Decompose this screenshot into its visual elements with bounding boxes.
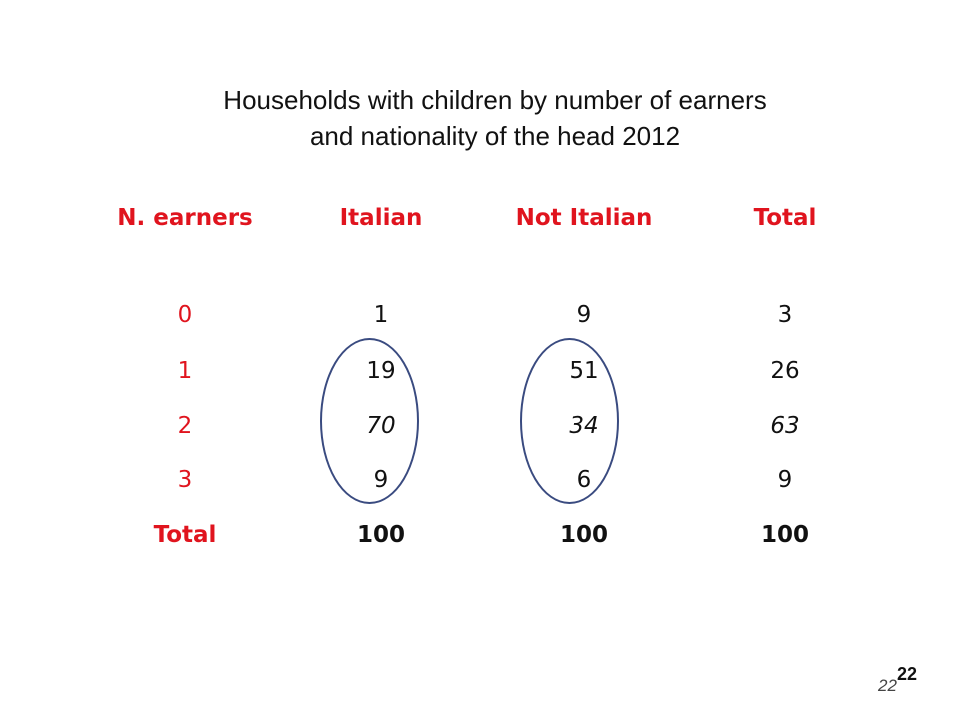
slide-number-shadow: 22 — [878, 676, 897, 695]
row-total-label: Total — [153, 522, 217, 548]
row-0-earners: 0 — [177, 302, 193, 328]
title-line-2: and nationality of the head 2012 — [309, 121, 681, 151]
slide-number: 22 — [897, 664, 918, 684]
row-1-total: 26 — [770, 358, 800, 384]
highlight-circle-not-italian — [520, 338, 619, 504]
row-0-total: 3 — [777, 302, 793, 328]
highlight-circle-italian — [320, 338, 419, 504]
row-1-earners: 1 — [177, 358, 193, 384]
row-2-total: 63 — [770, 413, 800, 439]
slide-title: Households with children by number of ea… — [0, 82, 960, 154]
header-n-earners: N. earners — [117, 205, 253, 231]
row-3-total: 9 — [777, 467, 793, 493]
row-0-italian: 1 — [373, 302, 389, 328]
header-not-italian: Not Italian — [515, 205, 653, 231]
header-total: Total — [753, 205, 817, 231]
row-3-earners: 3 — [177, 467, 193, 493]
row-2-earners: 2 — [177, 413, 193, 439]
title-line-1: Households with children by number of ea… — [223, 85, 767, 115]
row-total-italian: 100 — [356, 522, 405, 548]
header-italian: Italian — [339, 205, 423, 231]
row-0-not-italian: 9 — [576, 302, 592, 328]
row-total-not-italian: 100 — [559, 522, 608, 548]
row-total-total: 100 — [760, 522, 809, 548]
